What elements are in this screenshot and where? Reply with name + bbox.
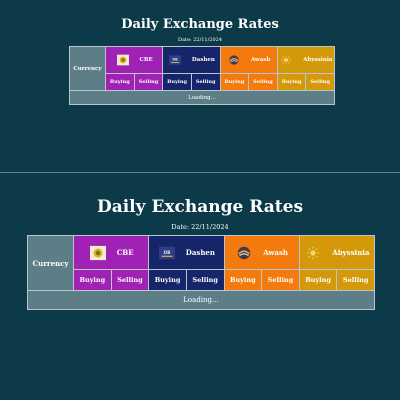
svg-text:DB: DB: [172, 58, 178, 62]
bank-name-dashen: Dashen: [191, 57, 215, 63]
bank-header-awash: Awash: [220, 47, 277, 74]
selling-header: Selling: [195, 79, 216, 85]
buying-header: Buying: [149, 270, 187, 290]
abyssinia-logo-icon: [279, 54, 293, 66]
bank-header-dashen: DB Dashen: [149, 236, 224, 270]
bank-header-abyssinia: Abyssinia: [277, 47, 334, 74]
selling-header: Selling: [342, 276, 369, 284]
bank-column-awash: Awash Buying Selling: [224, 236, 300, 290]
cbe-logo-icon: [89, 245, 107, 261]
bank-name-cbe: CBE: [116, 248, 134, 257]
bank-name-cbe: CBE: [139, 57, 153, 63]
buying-header: Buying: [225, 270, 263, 290]
dashen-logo-icon: DB: [158, 245, 176, 261]
date-label: Date: 22/11/2024: [177, 37, 223, 43]
buying-header: Buying: [74, 270, 112, 290]
currency-header: Currency: [28, 236, 74, 290]
bank-name-dashen: Dashen: [185, 248, 215, 257]
bank-column-abyssinia: Abyssinia Buying Selling: [277, 47, 334, 90]
buying-header: Buying: [163, 74, 192, 90]
bank-column-dashen: DB Dashen Buying Selling: [163, 47, 221, 90]
selling-header: Selling: [310, 79, 330, 85]
bank-column-cbe: CBE Buying Selling: [74, 236, 150, 290]
bank-name-abyssinia: Abyssinia: [303, 57, 333, 63]
bank-name-awash: Awash: [263, 248, 288, 257]
exchange-rates-panel-small: Daily Exchange Rates Date: 22/11/2024 Cu…: [0, 0, 400, 173]
bank-name-awash: Awash: [250, 57, 271, 63]
selling-header: Selling: [138, 79, 159, 85]
abyssinia-logo-icon: [304, 245, 322, 261]
selling-header: Selling: [253, 79, 273, 85]
bank-header-cbe: CBE: [74, 236, 149, 270]
bank-header-awash: Awash: [224, 236, 299, 270]
bank-column-awash: Awash Buying Selling: [220, 47, 278, 90]
dashen-logo-icon: DB: [168, 54, 182, 66]
table-header: Currency CBE Buying Selling: [70, 47, 334, 90]
svg-text:DB: DB: [163, 249, 171, 255]
rates-table: Currency CBE Buying Selling: [27, 235, 375, 310]
awash-logo-icon: [235, 245, 253, 261]
panel-divider: [0, 172, 400, 173]
loading-row: Loading...: [28, 290, 374, 309]
bank-column-cbe: CBE Buying Selling: [106, 47, 164, 90]
bank-header-cbe: CBE: [106, 47, 163, 74]
selling-header: Selling: [117, 276, 143, 284]
date-label: Date: 22/11/2024: [171, 223, 229, 231]
rates-table: Currency CBE Buying Selling: [69, 46, 335, 105]
loading-row: Loading...: [70, 90, 334, 104]
page-title: Daily Exchange Rates: [96, 197, 304, 217]
bank-header-dashen: DB Dashen: [163, 47, 220, 74]
bank-name-abyssinia: Abyssinia: [332, 248, 370, 257]
bank-column-abyssinia: Abyssinia Buying Selling: [299, 236, 374, 290]
buying-header: Buying: [221, 74, 250, 90]
buying-header: Buying: [278, 74, 307, 90]
table-header: Currency CBE Buying Selling: [28, 236, 374, 290]
currency-header: Currency: [70, 47, 106, 90]
bank-column-dashen: DB Dashen Buying Selling: [149, 236, 225, 290]
selling-header: Selling: [192, 276, 218, 284]
buying-header: Buying: [300, 270, 338, 290]
cbe-logo-icon: [116, 54, 130, 66]
page-title: Daily Exchange Rates: [121, 17, 279, 32]
selling-header: Selling: [267, 276, 294, 284]
bank-header-abyssinia: Abyssinia: [299, 236, 374, 270]
buying-header: Buying: [106, 74, 135, 90]
exchange-rates-panel-large: Daily Exchange Rates Date: 22/11/2024 Cu…: [0, 173, 400, 400]
awash-logo-icon: [227, 54, 241, 66]
